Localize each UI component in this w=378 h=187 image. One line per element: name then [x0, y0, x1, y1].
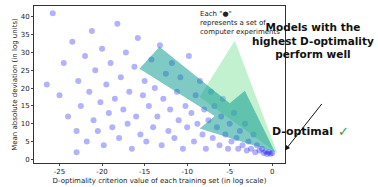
- svg-text:0: 0: [270, 168, 274, 176]
- svg-text:✓: ✓: [338, 124, 349, 139]
- svg-text:Each "●"represents a set ofcom: Each "●"represents a set ofcomputer expe…: [200, 10, 280, 36]
- svg-text:10: 10: [21, 120, 30, 128]
- svg-text:20: 20: [21, 85, 30, 93]
- svg-text:-25: -25: [54, 168, 65, 176]
- svg-text:Mean absolute deviation (in lo: Mean absolute deviation (in log units): [11, 18, 19, 151]
- svg-text:15: 15: [21, 102, 30, 110]
- svg-text:D-optimality criterion value o: D-optimality criterion value of each tra…: [53, 177, 267, 185]
- svg-text:0: 0: [25, 156, 29, 164]
- svg-text:5: 5: [25, 138, 29, 146]
- svg-text:D-optimal: D-optimal: [272, 125, 333, 138]
- svg-text:25: 25: [21, 67, 30, 75]
- svg-text:-20: -20: [96, 168, 107, 176]
- svg-text:-5: -5: [226, 168, 233, 176]
- svg-text:Models with thehighest D-optim: Models with thehighest D-optimalityperfo…: [252, 21, 374, 60]
- svg-text:-15: -15: [139, 168, 150, 176]
- svg-text:35: 35: [21, 31, 30, 39]
- svg-text:-10: -10: [181, 168, 192, 176]
- svg-text:40: 40: [21, 13, 30, 21]
- svg-text:30: 30: [21, 49, 30, 57]
